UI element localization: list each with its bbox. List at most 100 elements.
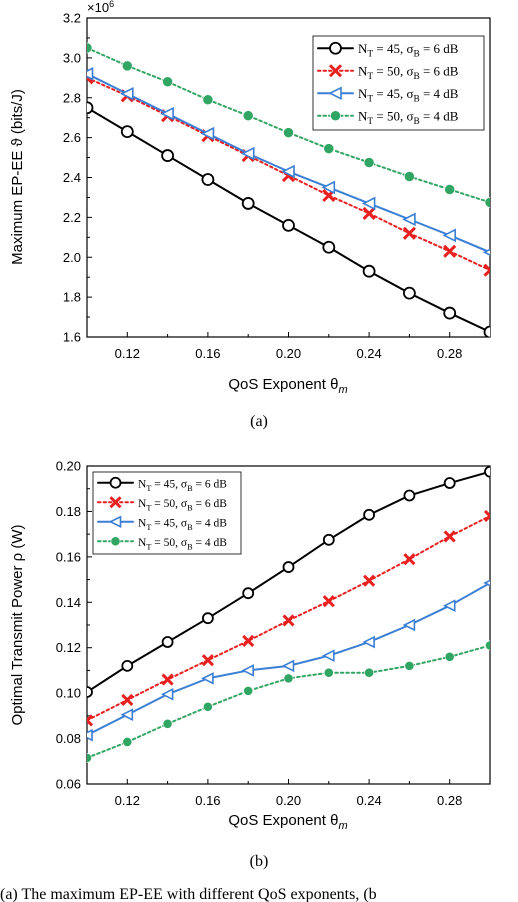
data-point-marker [87,728,93,742]
legend-entry: NT = 50, σB = 6 dB [97,496,227,513]
data-point-marker [404,660,415,671]
y-tick-label: 3.0 [63,50,81,65]
data-point-marker [363,574,376,587]
data-point-marker [122,737,133,747]
y-tick-label: 0.08 [56,731,81,746]
data-point-marker [120,86,134,101]
data-point-marker [283,127,294,139]
data-point-marker [161,673,174,686]
y-tick-label: 2.2 [63,210,81,225]
legend-entry: NT = 50, σB = 6 dB [317,63,459,82]
data-point-marker [201,654,214,667]
y-tick-label: 2.4 [63,170,81,185]
data-point-marker [120,125,134,139]
series-layer [87,42,490,337]
data-point-marker [200,126,215,141]
data-point-marker [444,651,455,662]
y-tick-label: 1.6 [63,330,81,345]
legend-entry: NT = 45, σB = 4 dB [317,86,459,105]
series-3 [87,67,490,256]
data-point-marker [484,197,490,208]
series-4 [87,640,490,763]
data-point-marker [87,752,92,763]
series-line [87,46,490,204]
data-point-marker [402,286,416,300]
data-point-marker [483,509,490,523]
x-axis-label: QoS Exponent θm [228,376,347,396]
series-1 [87,466,490,698]
legend-entry: NT = 45, σB = 6 dB [97,476,227,493]
x-tick-label: 0.24 [356,346,381,361]
data-point-marker [322,240,336,254]
data-point-marker [87,686,93,698]
y-tick-label: 1.8 [63,290,81,305]
data-point-marker [321,180,336,195]
data-point-marker [443,530,456,543]
data-point-marker [322,649,335,662]
series-2 [87,509,490,727]
data-point-marker [201,612,214,625]
data-point-marker [87,42,93,54]
data-point-marker [483,325,490,337]
data-point-marker [483,263,490,277]
data-point-marker [201,173,215,186]
y-tick-label: 0.10 [56,686,81,701]
data-point-marker [120,708,134,722]
x-tick-label: 0.24 [356,793,381,808]
data-point-marker [403,489,416,502]
legend-label: NT = 45, σB = 4 dB [358,86,459,105]
legend-marker [328,64,343,78]
data-point-marker [87,101,94,115]
data-point-marker [403,553,416,566]
y-tick-label: 0.16 [56,549,81,564]
data-point-marker [323,667,334,678]
y-tick-label: 3.2 [63,11,81,26]
data-point-marker [402,226,416,240]
legend: NT = 45, σB = 6 dB NT = 50, σB = 6 dB NT =… [312,35,485,131]
y-tick-label: 0.20 [56,459,81,474]
legend-label: NT = 50, σB = 6 dB [138,498,227,513]
x-tick-label: 0.16 [195,793,220,808]
data-point-marker [162,718,173,729]
data-point-marker [402,618,416,632]
legend-entry: NT = 50, σB = 4 dB [97,536,227,551]
x-tick-label: 0.12 [115,793,140,808]
legend-label: NT = 50, σB = 6 dB [358,63,459,82]
x-axis-ticks: 0.12 0.16 0.20 0.24 0.28 [86,779,491,808]
x-tick-label: 0.20 [276,346,301,361]
legend-box [312,35,485,131]
y-axis-ticks: 0.06 0.08 0.10 0.12 0.14 0.16 0.18 0.20 [56,459,92,792]
data-point-marker [161,636,174,648]
data-point-marker [241,664,254,677]
legend-label: NT = 45, σB = 6 dB [358,41,459,60]
data-point-marker [282,614,295,627]
data-point-marker [241,197,255,210]
data-point-marker [443,477,456,489]
y-tick-label: 0.18 [56,504,81,519]
data-point-marker [202,701,213,712]
chart-panel-a: 0.12 0.16 0.20 0.24 0.28 1.6 1.8 2.0 2.2 2.4 2.6 2… [9,0,491,430]
data-point-marker [243,685,254,696]
data-point-marker [444,184,456,195]
legend-marker [330,110,341,122]
legend-marker [328,86,342,101]
data-point-marker [87,714,94,727]
legend-marker [329,41,342,55]
legend-label: NT = 50, σB = 4 dB [358,108,459,127]
data-point-marker [361,196,376,211]
series-4 [87,42,490,208]
x-tick-label: 0.28 [437,793,462,808]
data-point-marker [281,164,295,179]
data-point-marker [160,106,174,121]
data-point-marker [442,599,456,612]
series-layer [87,466,490,763]
data-point-marker [402,212,416,227]
y-tick-label: 2.6 [63,130,81,145]
data-point-marker [282,561,295,573]
legend-label: NT = 45, σB = 4 dB [138,517,227,532]
legend-marker [110,536,121,547]
y-axis-multiplier: ×106 [87,0,114,15]
data-point-marker [482,248,490,256]
data-point-marker [201,672,214,685]
y-tick-label: 0.06 [56,777,81,792]
